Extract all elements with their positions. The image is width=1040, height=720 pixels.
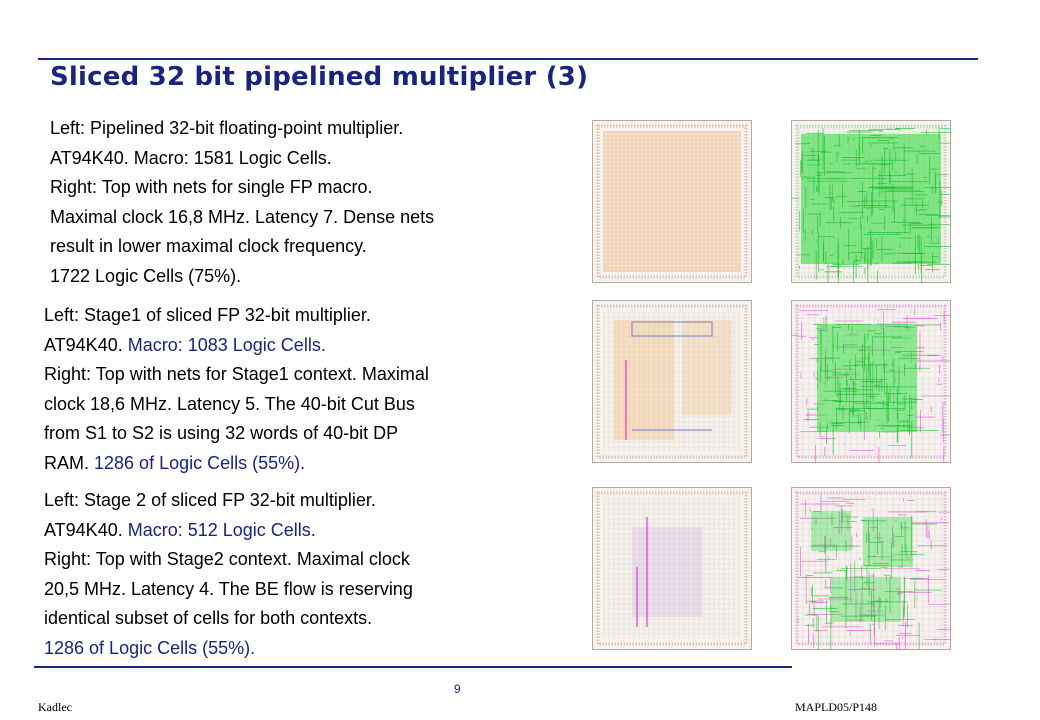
floorplan-macro-image — [592, 120, 752, 283]
text-line: Left: Stage 2 of sliced FP 32-bit multip… — [44, 490, 376, 510]
description-block-1: Left: Pipelined 32-bit floating-point mu… — [50, 114, 434, 291]
text-fragment: RAM. — [44, 452, 95, 473]
text-line: clock 18,6 MHz. Latency 5. The 40-bit Cu… — [44, 393, 415, 414]
text-line: 1722 Logic Cells (75%). — [50, 265, 242, 286]
text-line: Right: Top with nets for single FP macro… — [50, 177, 373, 197]
text-line: Maximal clock 16,8 MHz. Latency 7. Dense… — [50, 206, 435, 227]
text-line: AT94K40. Macro: 512 Logic Cells. — [44, 516, 413, 546]
text-line: Right: Top with nets for Stage1 context.… — [44, 364, 429, 384]
stage1-floorplan-image — [592, 300, 752, 463]
text-line: Left: Pipelined 32-bit floating-point mu… — [50, 118, 404, 138]
text-line: Left: Stage1 of sliced FP 32-bit multipl… — [44, 305, 371, 325]
text-line: AT94K40. Macro: 1083 Logic Cells. — [44, 331, 429, 361]
description-block-3: Left: Stage 2 of sliced FP 32-bit multip… — [44, 486, 413, 663]
top-nets-image — [781, 120, 974, 303]
text-line: 1286 of Logic Cells (55%). — [44, 637, 256, 658]
title-rule — [38, 58, 978, 60]
floorplan-image — [592, 120, 752, 283]
text-line: AT94K40. Macro: 1581 Logic Cells. — [50, 147, 332, 168]
text-line: RAM. 1286 of Logic Cells (55%). — [44, 449, 429, 479]
nets-image — [781, 120, 974, 303]
highlight-text: Macro: 1083 Logic Cells. — [127, 334, 326, 355]
floorplan-image — [592, 300, 752, 463]
nets-image — [782, 300, 973, 488]
stage2-floorplan-image — [592, 487, 752, 650]
slide-title: Sliced 32 bit pipelined multiplier (3) — [50, 62, 589, 92]
nets-image — [791, 487, 970, 664]
text-line: from S1 to S2 is using 32 words of 40-bi… — [44, 423, 399, 443]
stage1-nets-image — [782, 300, 973, 488]
footer-author: Kadlec — [38, 700, 72, 714]
footer-reference: MAPLD05/P148 — [795, 700, 878, 714]
text-line: result in lower maximal clock frequency. — [50, 236, 367, 256]
text-line: Right: Top with Stage2 context. Maximal … — [44, 549, 410, 569]
floorplan-image — [592, 487, 752, 650]
highlight-text: 1286 of Logic Cells (55%). — [94, 452, 306, 473]
text-fragment: AT94K40. — [44, 334, 128, 355]
description-block-2: Left: Stage1 of sliced FP 32-bit multipl… — [44, 301, 429, 478]
text-line: identical subset of cells for both conte… — [44, 608, 373, 628]
stage2-nets-image — [791, 487, 970, 664]
text-line: 20,5 MHz. Latency 4. The BE flow is rese… — [44, 578, 413, 599]
text-fragment: AT94K40. — [44, 519, 128, 540]
page-number: 9 — [454, 682, 461, 696]
footer-rule — [34, 666, 792, 668]
highlight-text: Macro: 512 Logic Cells. — [127, 519, 316, 540]
